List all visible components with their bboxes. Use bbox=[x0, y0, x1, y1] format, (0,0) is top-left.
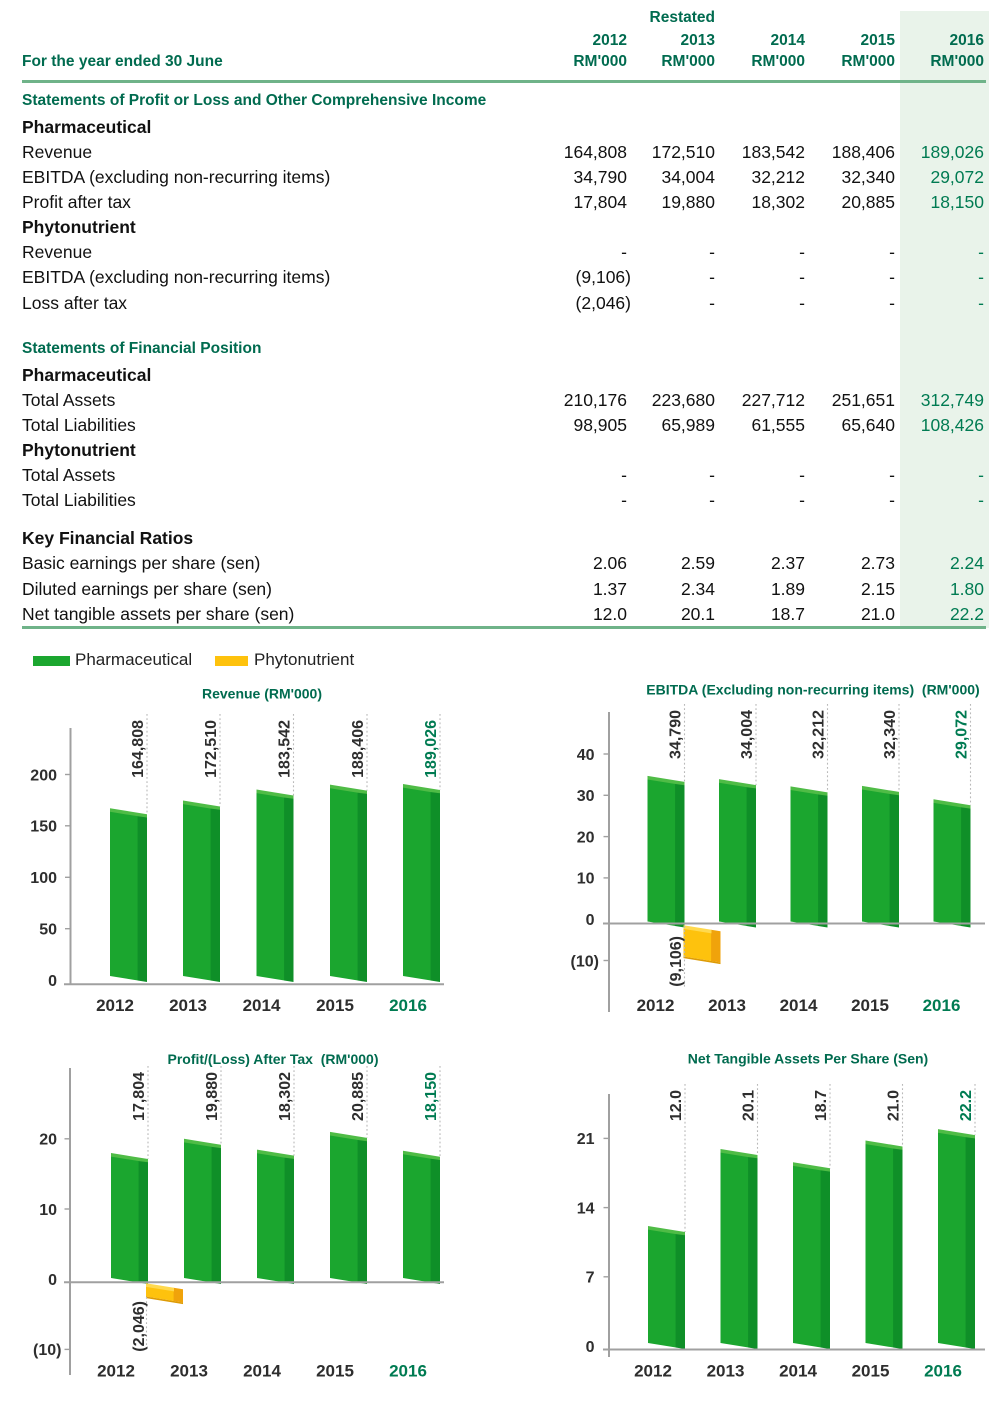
svg-text:34,004: 34,004 bbox=[739, 710, 756, 759]
svg-text:2014: 2014 bbox=[243, 1362, 281, 1381]
svg-text:12.0: 12.0 bbox=[668, 1090, 685, 1121]
svg-text:50: 50 bbox=[39, 922, 57, 939]
svg-text:10: 10 bbox=[577, 871, 595, 888]
svg-text:7: 7 bbox=[586, 1270, 595, 1287]
svg-text:34,790: 34,790 bbox=[668, 710, 685, 759]
svg-text:20: 20 bbox=[577, 829, 595, 846]
svg-text:Revenue (RM'000): Revenue (RM'000) bbox=[202, 686, 322, 702]
svg-text:2016: 2016 bbox=[389, 1362, 427, 1381]
svg-text:2014: 2014 bbox=[780, 996, 818, 1015]
svg-text:18,150: 18,150 bbox=[423, 1072, 440, 1121]
svg-text:0: 0 bbox=[586, 912, 595, 929]
svg-text:32,340: 32,340 bbox=[882, 710, 899, 759]
svg-text:2012: 2012 bbox=[637, 996, 675, 1015]
svg-text:18,302: 18,302 bbox=[277, 1072, 294, 1121]
svg-text:32,212: 32,212 bbox=[811, 710, 828, 759]
svg-text:(10): (10) bbox=[571, 953, 599, 970]
svg-text:2015: 2015 bbox=[851, 996, 889, 1015]
svg-text:2016: 2016 bbox=[389, 996, 427, 1015]
svg-text:19,880: 19,880 bbox=[204, 1072, 221, 1121]
svg-text:30: 30 bbox=[577, 788, 595, 805]
svg-text:20: 20 bbox=[39, 1132, 57, 1149]
svg-text:0: 0 bbox=[586, 1339, 595, 1356]
svg-text:188,406: 188,406 bbox=[350, 720, 367, 778]
svg-text:200: 200 bbox=[30, 767, 57, 784]
svg-text:0: 0 bbox=[48, 973, 57, 990]
svg-text:22.2: 22.2 bbox=[958, 1090, 975, 1121]
svg-text:2016: 2016 bbox=[924, 1362, 962, 1381]
svg-text:29,072: 29,072 bbox=[954, 710, 971, 759]
svg-text:(9,106): (9,106) bbox=[668, 936, 685, 987]
svg-text:2015: 2015 bbox=[316, 996, 354, 1015]
svg-text:21: 21 bbox=[577, 1131, 595, 1148]
svg-text:40: 40 bbox=[577, 747, 595, 764]
svg-text:20.1: 20.1 bbox=[741, 1090, 758, 1121]
svg-text:183,542: 183,542 bbox=[277, 720, 294, 778]
svg-text:164,808: 164,808 bbox=[130, 720, 147, 778]
svg-text:2013: 2013 bbox=[169, 996, 207, 1015]
svg-text:150: 150 bbox=[30, 819, 57, 836]
svg-text:2014: 2014 bbox=[243, 996, 281, 1015]
svg-text:10: 10 bbox=[39, 1202, 57, 1219]
svg-text:2014: 2014 bbox=[779, 1362, 817, 1381]
svg-text:(10): (10) bbox=[33, 1342, 61, 1359]
svg-text:2015: 2015 bbox=[316, 1362, 354, 1381]
svg-text:100: 100 bbox=[30, 870, 57, 887]
svg-text:(2,046): (2,046) bbox=[131, 1301, 148, 1352]
svg-text:21.0: 21.0 bbox=[886, 1090, 903, 1121]
svg-text:18.7: 18.7 bbox=[813, 1090, 830, 1121]
svg-text:2015: 2015 bbox=[852, 1362, 890, 1381]
svg-text:17,804: 17,804 bbox=[131, 1072, 148, 1121]
svg-text:Net Tangible Assets Per Share: Net Tangible Assets Per Share (Sen) bbox=[688, 1051, 928, 1067]
svg-text:0: 0 bbox=[48, 1272, 57, 1289]
svg-text:2013: 2013 bbox=[707, 1362, 745, 1381]
svg-text:EBITDA (Excluding non-recurrin: EBITDA (Excluding non-recurring items) (… bbox=[646, 682, 979, 698]
svg-text:2012: 2012 bbox=[634, 1362, 672, 1381]
svg-text:20,885: 20,885 bbox=[350, 1072, 367, 1121]
svg-text:2016: 2016 bbox=[923, 996, 961, 1015]
svg-text:172,510: 172,510 bbox=[203, 720, 220, 778]
svg-text:2013: 2013 bbox=[170, 1362, 208, 1381]
svg-text:Profit/(Loss) After Tax (RM'0: Profit/(Loss) After Tax (RM'000) bbox=[167, 1051, 378, 1067]
svg-text:189,026: 189,026 bbox=[423, 720, 440, 778]
svg-text:2012: 2012 bbox=[96, 996, 134, 1015]
svg-text:14: 14 bbox=[577, 1200, 595, 1217]
svg-text:2013: 2013 bbox=[708, 996, 746, 1015]
svg-text:2012: 2012 bbox=[97, 1362, 135, 1381]
